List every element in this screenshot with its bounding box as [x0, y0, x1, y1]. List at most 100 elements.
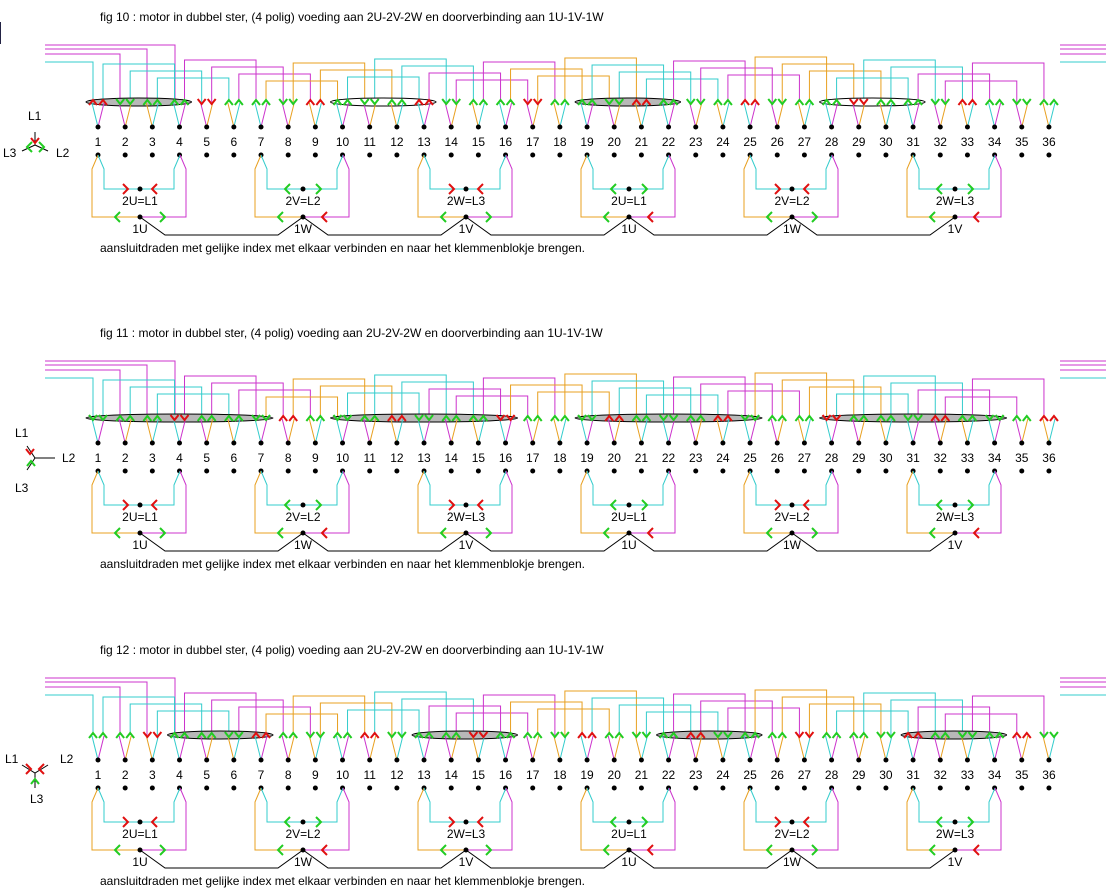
coil-wire: [347, 76, 420, 102]
slot-wire: [233, 735, 241, 761]
phase-group-ellipse: [819, 413, 1008, 423]
coil-wire: [265, 80, 339, 102]
slot-wire: [532, 102, 540, 128]
arrow-left-icon: [439, 527, 447, 539]
arrow-down-icon: [767, 98, 778, 106]
arrow-down-icon: [804, 731, 815, 739]
slot-wire: [831, 102, 839, 128]
coil-wire: [211, 66, 284, 102]
arrow-down-icon: [125, 98, 135, 106]
slot-bottom-terminal: [122, 785, 128, 791]
slot-bottom-terminal: [231, 785, 237, 791]
slot-3: 3: [142, 731, 163, 791]
coil-wire: [238, 706, 311, 735]
slot-top-terminal: [801, 440, 807, 446]
arrow-right-icon: [774, 816, 782, 828]
slot-36: 36: [1039, 731, 1059, 791]
arrow-up-icon: [876, 98, 886, 106]
slot-wire: [1021, 735, 1029, 761]
supply-wire: [45, 681, 148, 735]
slot-wire: [423, 102, 431, 128]
arrow-left-icon: [276, 211, 284, 223]
arrow-down-icon: [251, 414, 261, 422]
slot-wire: [770, 418, 778, 444]
arrow-up-icon: [369, 414, 380, 422]
slot-14: 14: [441, 414, 461, 474]
group-label: 2V=L2: [774, 827, 809, 841]
slot-top-terminal: [856, 440, 862, 446]
slot-number: 31: [906, 135, 920, 149]
arrow-up-icon: [713, 414, 723, 422]
arrow-up-icon: [278, 731, 288, 739]
slot-6: 6: [224, 731, 244, 791]
arrow-up-icon: [169, 731, 180, 739]
coil-wire: [319, 385, 393, 418]
arrow-up-icon: [876, 414, 886, 422]
arrow-left-icon: [765, 844, 773, 856]
arrow-up-icon: [984, 98, 995, 106]
slot-20: 20: [604, 414, 625, 474]
lead-wire: [140, 470, 187, 534]
slot-number: 11: [363, 135, 376, 149]
legend-l3: L3: [3, 146, 17, 160]
phase-group-ellipse: [656, 730, 763, 740]
slot-number: 22: [662, 451, 676, 465]
arrow-up-icon: [424, 98, 434, 106]
slot-number: 4: [176, 451, 183, 465]
coil-wire: [184, 375, 257, 418]
slot-13: 13: [414, 98, 434, 158]
arrow-down-icon: [342, 414, 353, 422]
arrow-up-icon: [424, 731, 434, 739]
slot-wire: [586, 735, 594, 761]
arrow-up-icon: [251, 731, 261, 739]
slot-wire: [722, 102, 730, 128]
slot-32: 32: [930, 98, 951, 158]
arrow-down-icon: [478, 731, 489, 739]
arrow-right-icon: [122, 183, 130, 195]
figure-12: fig 12 : motor in dubbel ster, (4 polig)…: [5, 643, 1106, 888]
slot-bottom-terminal: [693, 152, 699, 158]
slot-wire: [206, 735, 214, 761]
arrow-up-icon: [98, 731, 108, 739]
slot-wire: [879, 418, 887, 444]
slot-number: 14: [445, 135, 459, 149]
slot-wire: [254, 735, 262, 761]
group-label: 2V=L2: [774, 510, 809, 524]
lead-wire: [792, 470, 839, 534]
slot-wire: [390, 735, 398, 761]
slot-top-terminal: [747, 440, 753, 446]
slot-22: 22: [658, 731, 679, 791]
lead-wire: [586, 787, 670, 823]
arrow-up-icon: [848, 414, 859, 422]
arrow-up-icon: [658, 731, 669, 739]
arrow-down-icon: [369, 98, 380, 106]
slot-number: 8: [285, 768, 292, 782]
slot-5: 5: [196, 98, 217, 158]
slot-wire: [1021, 102, 1029, 128]
slot-32: 32: [930, 414, 951, 474]
arrow-up-icon: [478, 98, 489, 106]
lead-wire: [260, 154, 344, 190]
terminal-2: [137, 186, 143, 192]
slot-wire: [254, 102, 262, 128]
slot-top-terminal: [475, 124, 481, 130]
slot-wire: [396, 102, 404, 128]
arrow-up-icon: [468, 414, 479, 422]
slot-top-terminal: [231, 440, 237, 446]
slot-number: 25: [743, 135, 757, 149]
slot-bottom-terminal: [394, 468, 400, 474]
slot-number: 20: [608, 768, 622, 782]
arrow-up-icon: [967, 98, 978, 106]
slot-wire: [770, 735, 778, 761]
star-lines: [26, 445, 55, 471]
slot-wire: [124, 418, 132, 444]
slot-number: 8: [285, 135, 292, 149]
coil-wire: [129, 386, 203, 418]
arrow-up-icon: [234, 414, 244, 422]
coil-wire: [917, 389, 991, 418]
arrow-right-icon: [159, 211, 167, 223]
slot-wire: [179, 102, 186, 128]
supply-wire: [45, 694, 94, 735]
slot-top-terminal: [475, 440, 481, 446]
terminal-2: [463, 819, 469, 825]
